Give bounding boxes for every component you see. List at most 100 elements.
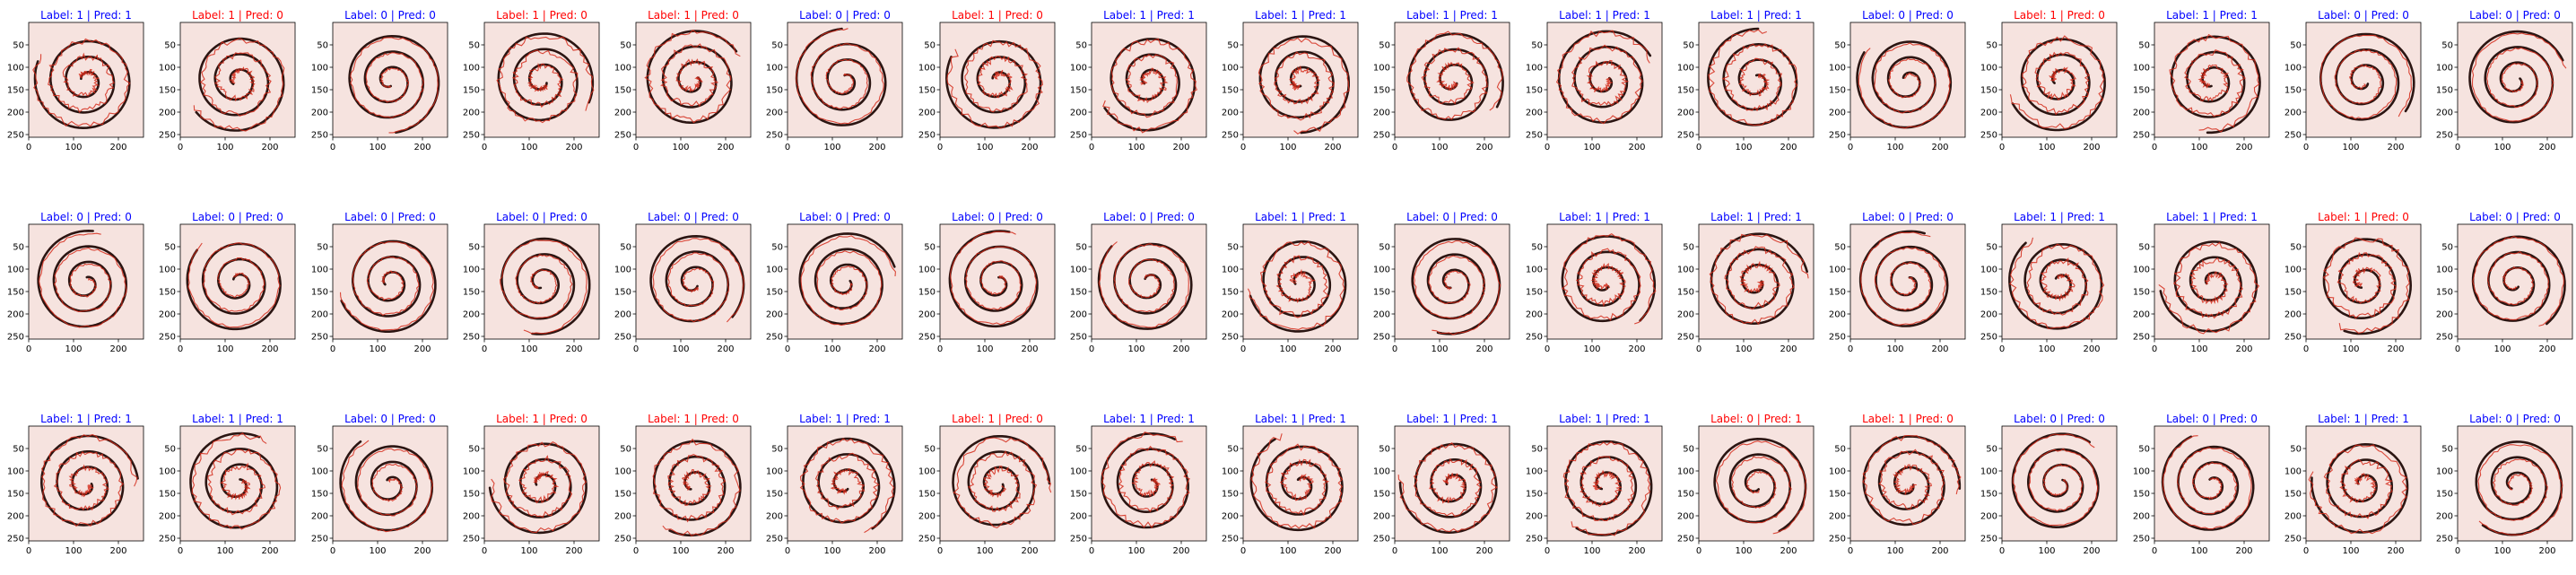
x-tick-label: 0	[2455, 344, 2460, 354]
y-tick-label: 150	[918, 288, 936, 298]
y-tick-label: 200	[1373, 310, 1390, 320]
x-tick-label: 200	[1931, 143, 1948, 152]
spiral-trace	[40, 433, 138, 527]
x-tick-label: 0	[1545, 143, 1550, 152]
x-tick-label: 0	[785, 546, 790, 556]
panel-title: Label: 1 | Pred: 0	[648, 413, 739, 425]
spiral-trace	[2319, 34, 2413, 120]
y-tick-label: 100	[1677, 266, 1694, 275]
panel: Label: 0 | Pred: 0 0 100 200 50 100 150 200 250	[1070, 211, 1207, 354]
x-tick-label: 0	[1999, 546, 2005, 556]
y-tick-label: 100	[1222, 266, 1239, 275]
x-tick-label: 100	[2493, 143, 2511, 152]
y-tick-label: 150	[614, 86, 631, 96]
panel: Label: 0 | Pred: 0 0 100 200 50 100 150 200 250	[7, 211, 144, 354]
y-tick-label: 50	[317, 41, 328, 51]
axes-frame	[787, 425, 903, 542]
y-tick-label: 250	[918, 535, 936, 545]
panel: Label: 0 | Pred: 0 0 100 200 50 100 150 200 250	[1373, 211, 1510, 354]
y-tick-label: 200	[1526, 512, 1543, 522]
y-tick-label: 150	[1373, 490, 1390, 500]
y-tick-label: 250	[1526, 535, 1543, 545]
x-tick-label: 200	[565, 344, 582, 354]
x-tick-label: 0	[1999, 344, 2005, 354]
x-tick-label: 100	[1127, 546, 1144, 556]
y-tick-label: 50	[924, 41, 936, 51]
panel-title: Label: 1 | Pred: 1	[1103, 413, 1195, 425]
y-tick-label: 100	[311, 266, 328, 275]
panel-title: Label: 0 | Pred: 0	[40, 211, 132, 223]
y-tick-label: 150	[1980, 288, 1997, 298]
axes-frame	[332, 22, 448, 138]
y-tick-label: 150	[1070, 490, 1087, 500]
y-tick-label: 50	[1075, 41, 1087, 51]
y-tick-label: 100	[463, 467, 480, 477]
x-tick-label: 200	[1021, 344, 1038, 354]
y-tick-label: 150	[1677, 288, 1694, 298]
y-tick-label: 200	[1222, 512, 1239, 522]
y-tick-label: 50	[1075, 445, 1087, 455]
y-tick-label: 150	[614, 288, 631, 298]
y-tick-label: 50	[1227, 445, 1239, 455]
x-tick-label: 200	[1021, 143, 1038, 152]
y-tick-label: 100	[918, 64, 936, 74]
y-tick-label: 200	[7, 310, 24, 320]
x-tick-label: 100	[65, 546, 82, 556]
x-tick-label: 100	[1735, 344, 1752, 354]
panel: Label: 0 | Pred: 0 0 100 200 50 100 150 200 250	[2436, 413, 2573, 556]
spiral-trace	[2012, 433, 2099, 527]
panel-title: Label: 0 | Pred: 0	[1862, 9, 1954, 22]
y-tick-label: 250	[1829, 535, 1846, 545]
y-tick-label: 100	[1677, 64, 1694, 74]
panel-title: Label: 1 | Pred: 1	[1406, 9, 1498, 22]
panel-title: Label: 0 | Pred: 0	[2014, 413, 2105, 425]
axes-frame	[939, 223, 1056, 340]
x-tick-label: 200	[1931, 344, 1948, 354]
spiral-template	[948, 230, 1039, 328]
panel-title: Label: 0 | Pred: 0	[344, 413, 436, 425]
panel-title: Label: 0 | Pred: 0	[648, 211, 739, 223]
y-tick-label: 100	[1373, 64, 1390, 74]
x-tick-label: 100	[520, 344, 537, 354]
y-tick-label: 50	[1986, 243, 1997, 253]
x-tick-label: 100	[672, 344, 689, 354]
y-tick-label: 50	[620, 445, 631, 455]
axes-frame	[332, 223, 448, 340]
y-tick-label: 150	[311, 288, 328, 298]
y-tick-label: 200	[2133, 512, 2150, 522]
x-tick-label: 100	[976, 546, 993, 556]
spiral-trace	[1862, 434, 1962, 526]
y-tick-label: 50	[2290, 243, 2302, 253]
y-tick-label: 250	[1222, 535, 1239, 545]
y-tick-label: 50	[13, 243, 24, 253]
y-tick-label: 250	[614, 333, 631, 343]
spiral-trace	[32, 38, 131, 127]
y-tick-label: 200	[614, 512, 631, 522]
panel: Label: 1 | Pred: 1 0 100 200 50 100 150 200 250	[1373, 413, 1510, 556]
y-tick-label: 100	[1980, 266, 1997, 275]
y-tick-label: 50	[620, 243, 631, 253]
x-tick-label: 0	[1848, 143, 1853, 152]
spiral-trace	[799, 438, 895, 534]
y-tick-label: 250	[614, 535, 631, 545]
y-tick-label: 200	[1677, 310, 1694, 320]
x-tick-label: 200	[2235, 143, 2252, 152]
y-tick-label: 200	[2133, 310, 2150, 320]
x-tick-label: 0	[330, 344, 335, 354]
spiral-template	[2468, 30, 2564, 124]
y-tick-label: 200	[2284, 109, 2302, 118]
x-tick-label: 200	[1780, 143, 1797, 152]
y-tick-label: 100	[1373, 467, 1390, 477]
spiral-template	[2011, 432, 2100, 529]
y-tick-label: 200	[1070, 512, 1087, 522]
panel: Label: 0 | Pred: 0 0 100 200 50 100 150 200 250	[766, 211, 903, 354]
y-tick-label: 100	[1373, 266, 1390, 275]
panel-title: Label: 1 | Pred: 1	[2166, 9, 2258, 22]
panel-title: Label: 0 | Pred: 1	[1710, 413, 1802, 425]
y-tick-label: 200	[1677, 512, 1694, 522]
panel-title: Label: 1 | Pred: 1	[2318, 413, 2409, 425]
spiral-trace	[1555, 30, 1650, 125]
panel-image-background	[1547, 22, 1662, 137]
x-tick-label: 0	[1545, 344, 1550, 354]
